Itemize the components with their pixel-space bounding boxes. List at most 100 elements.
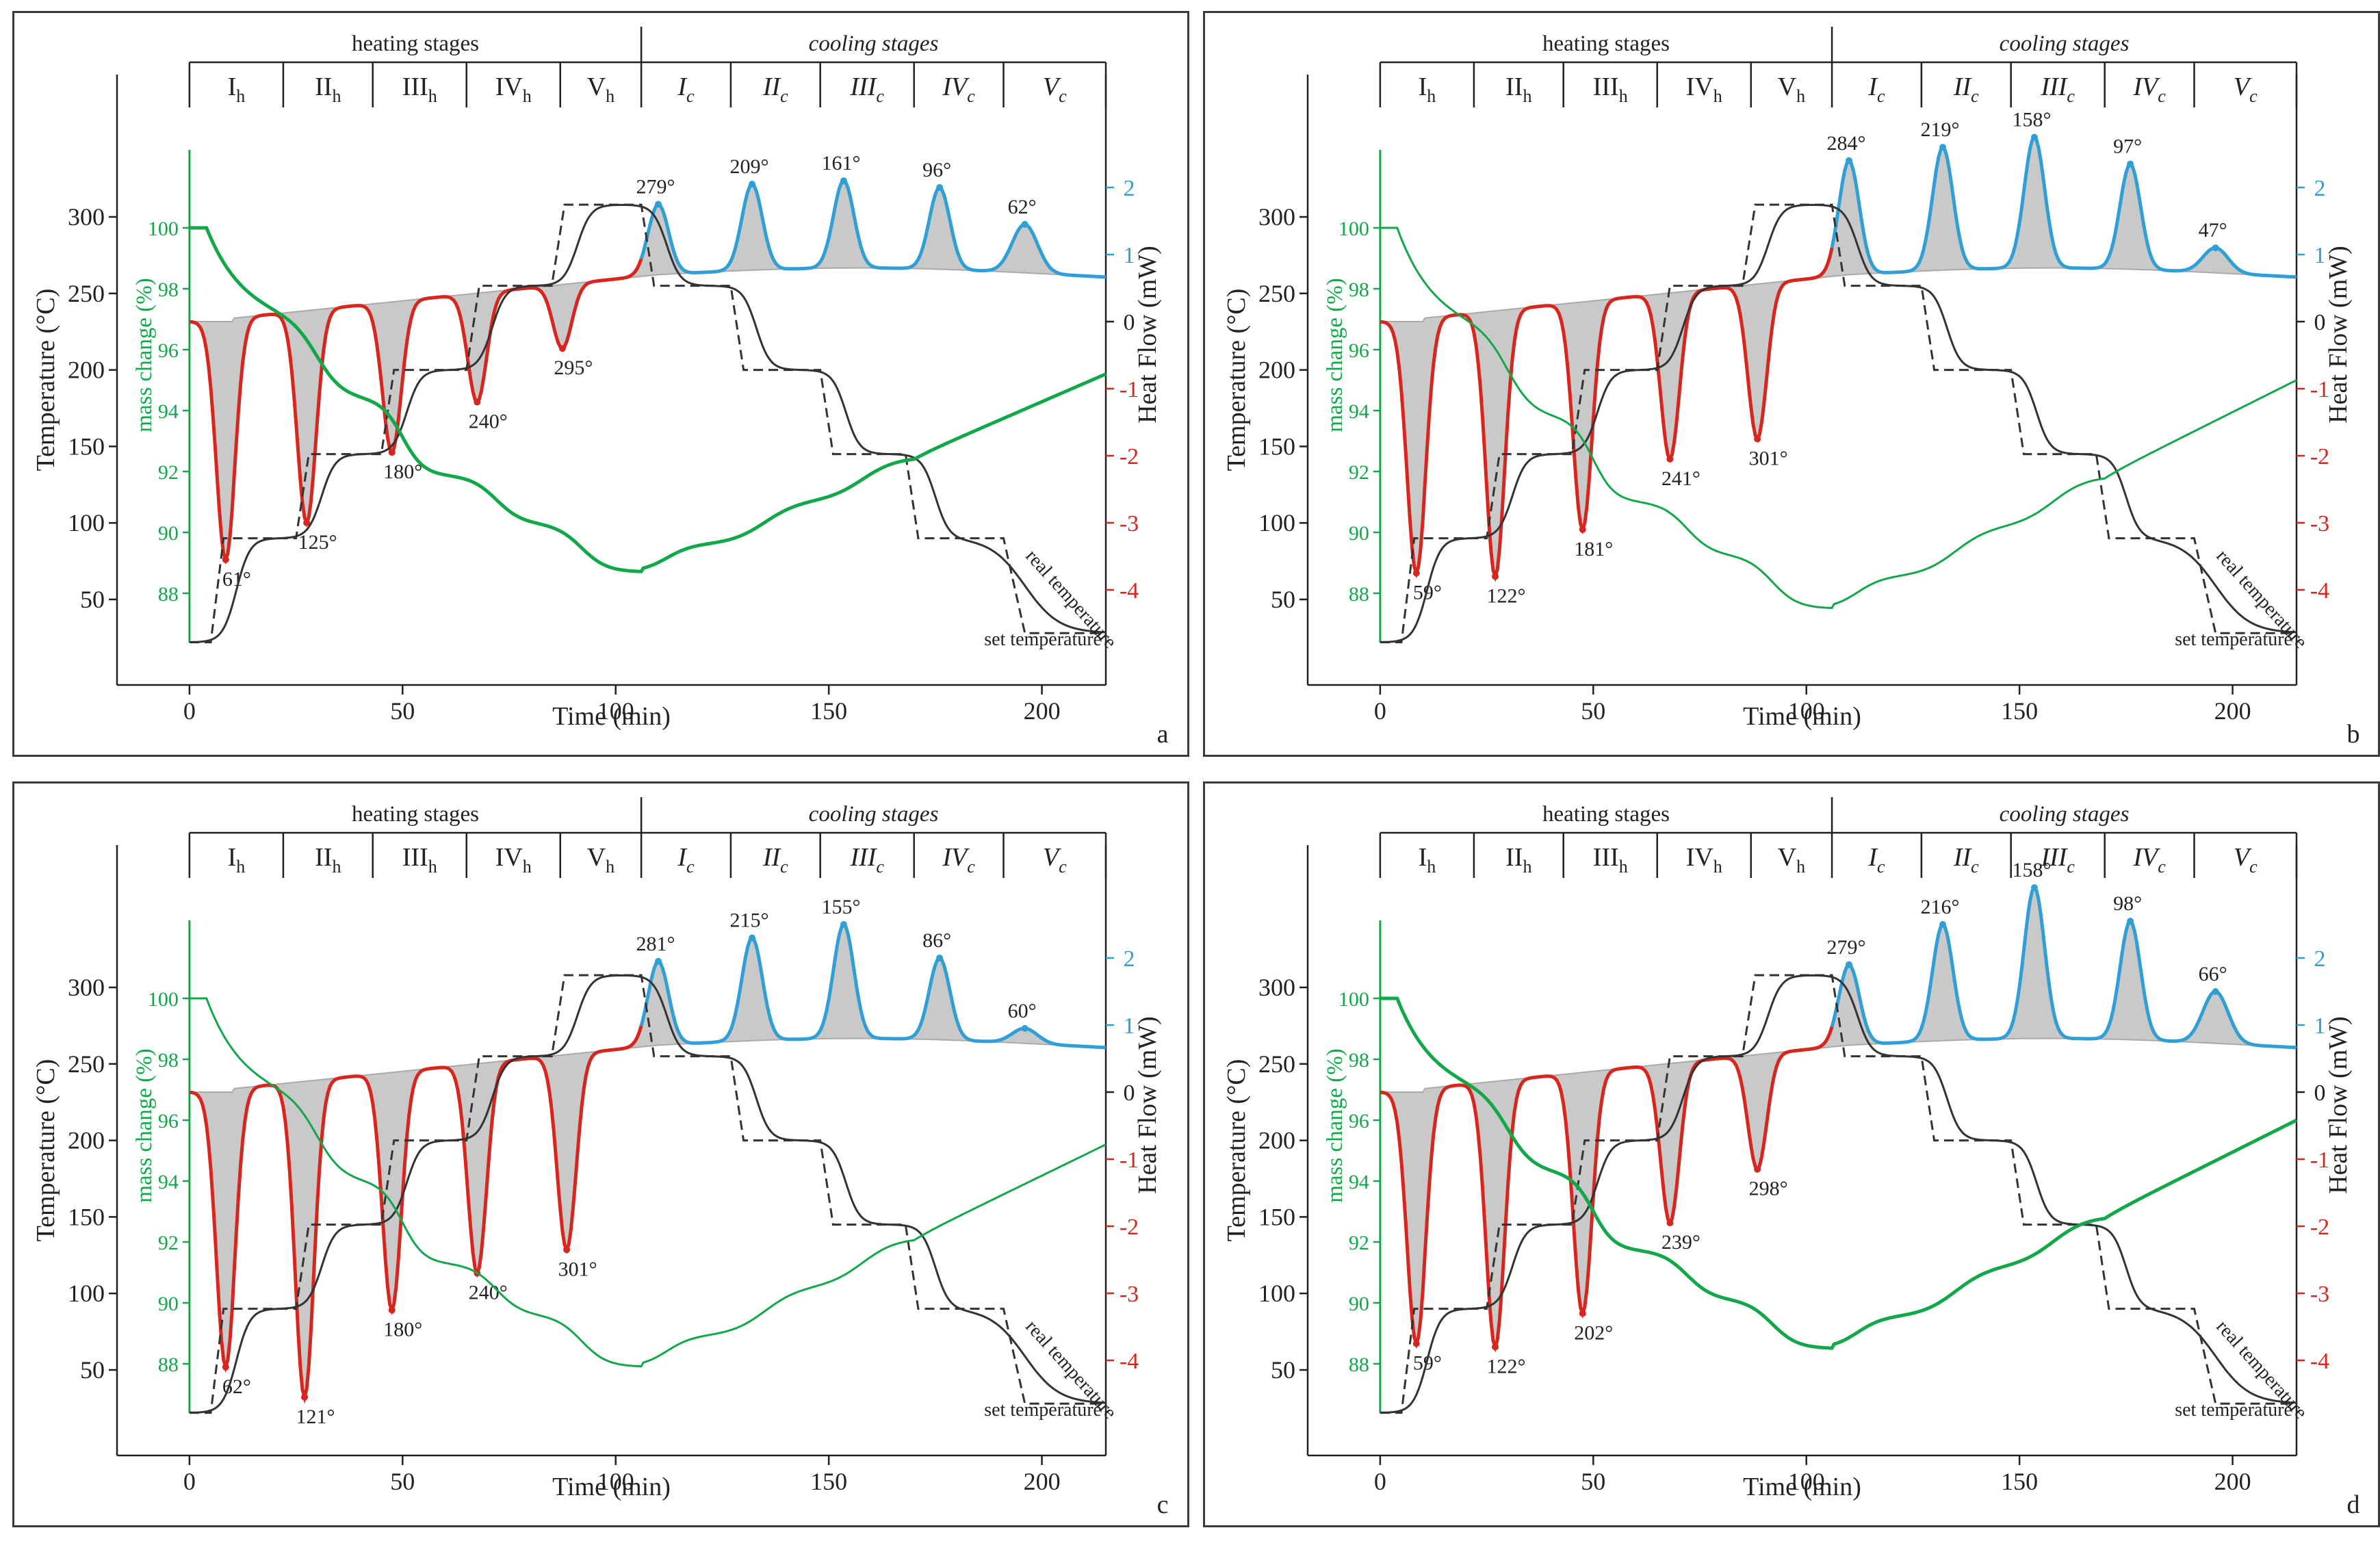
endothermic-peak-marker [388, 1306, 396, 1314]
x-tick-label: 0 [1374, 1468, 1386, 1495]
mass-tick-label: 94 [158, 1171, 179, 1193]
exothermic-peak-marker [2212, 988, 2219, 995]
endothermic-peak-label: 239° [1661, 1231, 1700, 1254]
x-tick-label: 200 [2214, 1468, 2251, 1495]
endothermic-peak-marker [1412, 569, 1420, 577]
axes: 0 50 100 150 200 50 100 150 200 250 300 88 90 92 94 96 9… [1222, 75, 2360, 749]
stage-label-sub: h [1427, 857, 1436, 877]
stage-label: IIh [1505, 73, 1531, 106]
heatflow-tick-label: -2 [2310, 444, 2329, 469]
heatflow-tick-label: 0 [1124, 310, 1135, 335]
endothermic-peak-label: 301° [1749, 448, 1788, 470]
endothermic-peak-marker [1492, 1343, 1499, 1351]
heatflow-tick-label: -1 [2310, 1148, 2329, 1173]
stage-label-sub: c [1971, 86, 1979, 106]
exothermic-peak-label: 158° [2012, 859, 2051, 881]
heatflow-tick-label: 1 [1124, 1013, 1135, 1039]
endothermic-peak-marker [222, 556, 229, 563]
set-temperature-label: set temperature [2175, 629, 2292, 650]
stage-label: IVc [942, 73, 975, 106]
x-tick-label: 200 [2214, 697, 2251, 725]
mass-axis-title: mass change (%) [132, 1048, 157, 1202]
stage-label: IIIc [849, 843, 884, 877]
stage-label-sub: h [1523, 857, 1531, 877]
heatflow-tick-label: 2 [1124, 176, 1135, 201]
x-tick-label: 100 [597, 1468, 634, 1495]
endothermic-peak-marker [1666, 1219, 1674, 1227]
stage-label-base: V [587, 843, 606, 872]
endothermic-peak-marker [1754, 1165, 1761, 1173]
stage-label: Ic [677, 73, 695, 106]
stage-label: Vc [2234, 843, 2258, 877]
panel-label: a [1157, 720, 1169, 749]
stage-label-base: III [402, 73, 428, 101]
stage-label: Ih [228, 73, 246, 106]
x-tick-label: 50 [390, 697, 415, 725]
stage-label: IVc [2132, 73, 2166, 106]
stage-label: Ih [228, 843, 246, 877]
mass-tick-label: 92 [158, 1232, 179, 1254]
heatflow-series: 62°121°180°240°301°281°215°155°86°60° [189, 896, 1107, 1428]
cooling-stages-title: cooling stages [2000, 31, 2130, 56]
stage-label: IIc [762, 73, 788, 106]
heatflow-tick-label: -2 [2310, 1215, 2329, 1240]
exothermic-peak-label: 219° [1921, 118, 1960, 141]
x-tick-label: 200 [1024, 1468, 1061, 1495]
stage-label-base: V [2234, 843, 2252, 872]
set-temperature-line [189, 203, 1106, 644]
exothermic-peak-marker [1939, 144, 1947, 151]
heatflow-series: 59° 122°202°239°298°279°216°158°98°66° [1380, 859, 2297, 1377]
exothermic-peak-marker [749, 934, 756, 942]
endothermic-peak-marker [563, 1246, 571, 1254]
stage-label: Vh [587, 843, 615, 877]
chart-panel-b: heating stages cooling stages Ih IIh IIIh IVh… [1203, 11, 2380, 757]
temperature-tick-label: 150 [68, 1203, 105, 1230]
chart-panel-a: heating stages cooling stages Ih IIh IIIh IVh… [12, 11, 1189, 757]
heatflow-axis-title: Heat Flow (mW) [2324, 246, 2353, 424]
heatflow-tick-label: -1 [2310, 377, 2329, 402]
heatflow-tick-label: 0 [2314, 1080, 2326, 1106]
heatflow-tick-label: -3 [2310, 511, 2329, 536]
exothermic-peak-label: 155° [821, 896, 860, 918]
heatflow-exothermic-line [639, 922, 1107, 1050]
heatflow-exothermic-line [1830, 884, 2297, 1050]
x-tick-label: 200 [1024, 697, 1061, 725]
stage-label-base: II [1953, 843, 1973, 872]
temperature-tick-label: 250 [1258, 1050, 1295, 1078]
temperature-tick-label: 200 [68, 1127, 105, 1154]
heatflow-exothermic-line [1830, 134, 2297, 279]
temperature-tick-label: 50 [1271, 586, 1295, 613]
mass-change-line [189, 997, 1107, 1368]
heatflow-endothermic-line [189, 258, 643, 565]
stage-label-base: II [315, 843, 332, 872]
stage-label-sub: h [1523, 86, 1531, 106]
stage-label: Vh [1778, 843, 1805, 877]
mass-tick-label: 96 [1349, 339, 1369, 362]
endothermic-peak-label: 122° [1487, 584, 1526, 607]
stage-label: IIc [1953, 73, 1979, 106]
exothermic-peak-label: 281° [636, 933, 675, 955]
heatflow-tick-label: -3 [1120, 511, 1139, 536]
stage-label: IIh [315, 73, 341, 106]
stage-label-sub: c [780, 857, 788, 877]
stage-label-sub: h [428, 86, 437, 106]
endothermic-peak-label: 301° [558, 1258, 597, 1280]
stage-label-sub: c [1971, 857, 1979, 877]
temperature-tick-label: 50 [80, 586, 105, 613]
exothermic-peak-marker [840, 177, 847, 185]
exothermic-peak-marker [840, 921, 847, 928]
temperature-tick-label: 100 [68, 509, 105, 536]
exothermic-peak-marker [936, 955, 944, 961]
mass-tick-label: 96 [158, 1110, 179, 1132]
stage-label-base: IV [1686, 73, 1714, 101]
heatflow-axis-title: Heat Flow (mW) [1133, 1016, 1162, 1194]
set-temperature-label: set temperature [2175, 1399, 2292, 1421]
endothermic-peak-marker [222, 1363, 229, 1371]
stage-label-base: II [762, 73, 782, 101]
heatflow-tick-label: -4 [1120, 1349, 1139, 1374]
stage-label: IVh [1686, 843, 1722, 877]
stage-label-sub: h [523, 857, 532, 877]
endothermic-peak-marker [1754, 435, 1761, 443]
heatflow-tick-label: 2 [2314, 946, 2326, 972]
